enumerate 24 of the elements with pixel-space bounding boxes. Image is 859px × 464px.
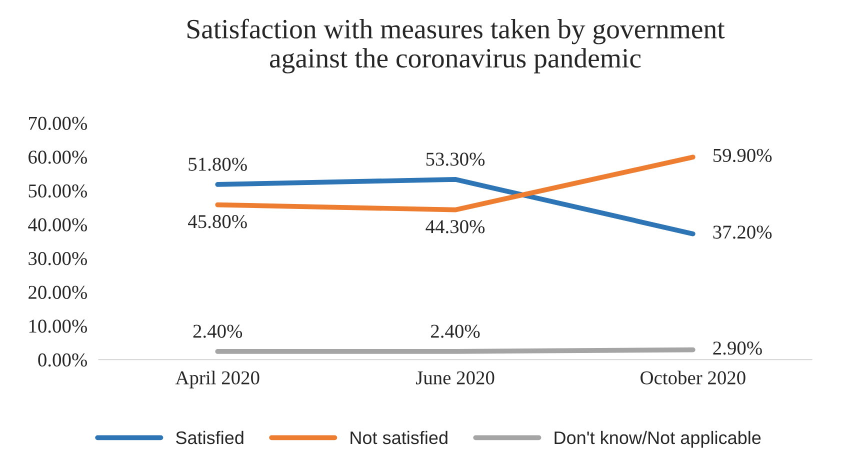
y-tick-label: 30.00% xyxy=(28,252,88,266)
data-label: 53.30% xyxy=(426,152,485,166)
y-tick-label: 0.00% xyxy=(38,353,88,367)
legend-label: Satisfied xyxy=(176,430,244,444)
legend-label: Don't know/Not applicable xyxy=(554,430,761,448)
y-tick-label: 70.00% xyxy=(29,116,88,130)
x-tick-label: October 2020 xyxy=(640,370,746,384)
chart-title: Satisfaction with measures taken by government against the coronavirus pandemic xyxy=(188,18,725,74)
y-tick-label: 20.00% xyxy=(28,286,88,300)
y-tick-label: 40.00% xyxy=(28,218,88,232)
x-tick-label: June 2020 xyxy=(416,371,494,384)
data-label: 51.80% xyxy=(188,158,247,171)
data-label: 44.30% xyxy=(426,220,485,234)
y-tick-label: 10.00% xyxy=(29,320,88,333)
data-label: 2.40% xyxy=(193,324,242,338)
data-label: 59.90% xyxy=(714,148,772,162)
y-tick-label: 50.00% xyxy=(28,184,88,198)
x-tick-label: April 2020 xyxy=(175,370,260,388)
y-tick-label: 60.00% xyxy=(28,150,88,164)
data-label: 2.90% xyxy=(713,342,762,355)
data-label: 37.20% xyxy=(713,226,772,239)
legend-label: Not satisfied xyxy=(350,430,448,444)
data-label: 45.80% xyxy=(188,215,247,228)
data-label: 2.40% xyxy=(431,324,480,338)
